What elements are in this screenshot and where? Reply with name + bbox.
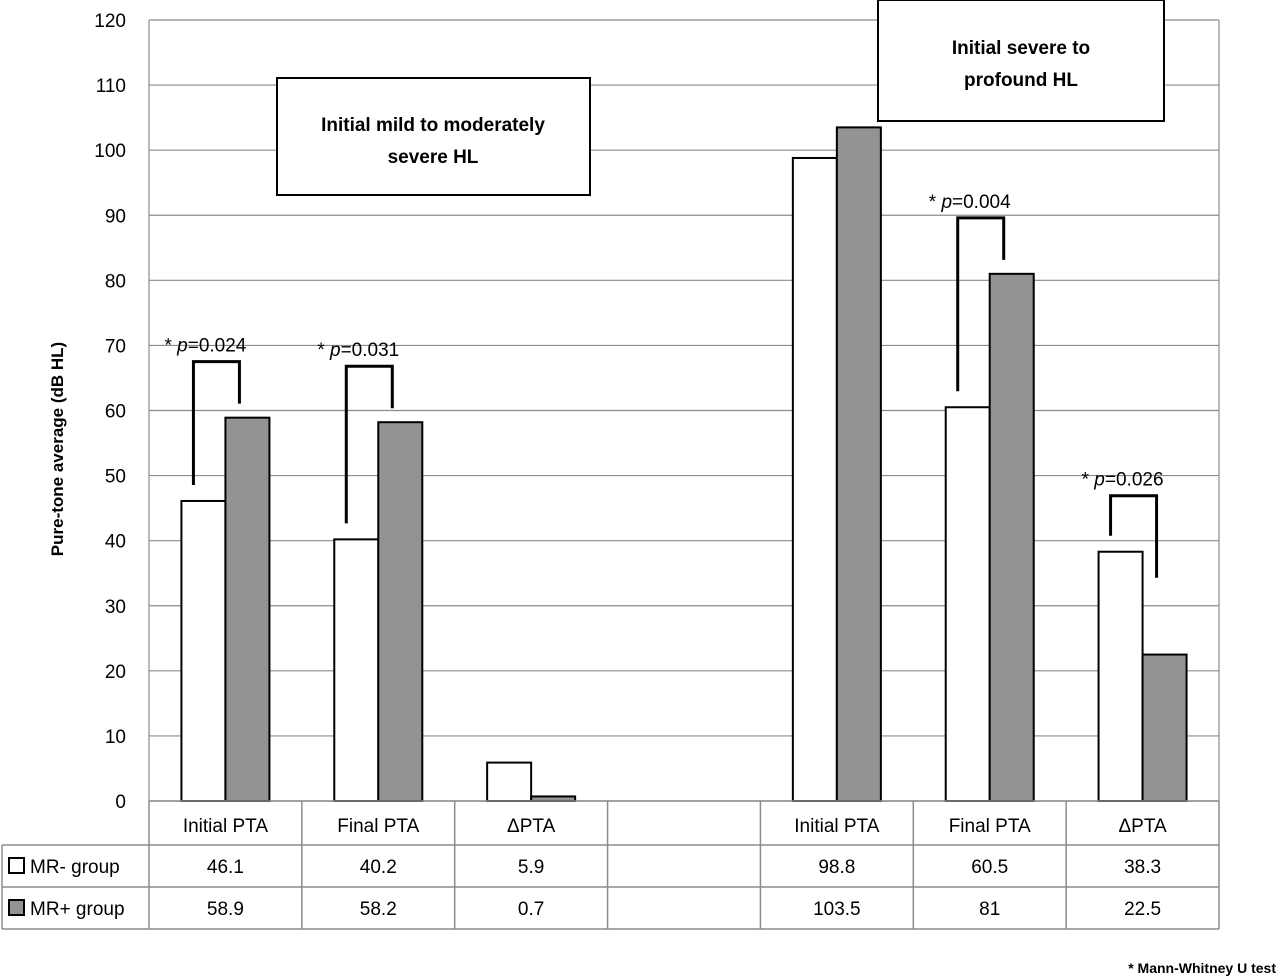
p-value-p: p bbox=[329, 340, 341, 361]
p-value-p: p bbox=[940, 192, 952, 213]
table-cell: 22.5 bbox=[1124, 899, 1161, 920]
y-tick-label: 100 bbox=[94, 141, 126, 162]
group-label-boxes: Initial mild to moderately severe HL Initi… bbox=[276, 0, 1165, 196]
bar-mr-minus bbox=[333, 538, 380, 802]
x-category-label: Initial PTA bbox=[183, 816, 269, 837]
y-tick-label: 60 bbox=[105, 402, 126, 423]
table-cell: 98.8 bbox=[818, 857, 855, 878]
p-value-star: * bbox=[317, 340, 330, 361]
table-row-label: MR- group bbox=[30, 857, 120, 878]
x-category-label: Final PTA bbox=[949, 816, 1031, 837]
p-value-number: =0.004 bbox=[952, 192, 1011, 213]
legend-swatch bbox=[8, 857, 25, 874]
y-tick-label: 90 bbox=[105, 206, 126, 227]
p-value-p: p bbox=[1093, 470, 1105, 491]
significance-bracket bbox=[344, 364, 394, 524]
table-cell: 103.5 bbox=[813, 899, 861, 920]
y-axis-title: Pure-tone average (dB HL) bbox=[48, 342, 67, 556]
p-value-label: * p=0.031 bbox=[317, 340, 399, 361]
bar-mr-minus bbox=[791, 156, 838, 802]
significance-bracket bbox=[191, 360, 241, 485]
p-value-number: =0.026 bbox=[1105, 470, 1164, 491]
p-value-number: =0.024 bbox=[188, 336, 247, 357]
p-value-label: * p=0.004 bbox=[929, 192, 1011, 213]
y-tick-label: 110 bbox=[96, 76, 126, 97]
p-value-star: * bbox=[1082, 470, 1095, 491]
footnote: * Mann-Whitney U test bbox=[1128, 960, 1276, 976]
y-tick-label: 40 bbox=[105, 532, 126, 553]
bar-mr-minus bbox=[486, 761, 533, 802]
group-label-line: profound HL bbox=[964, 70, 1078, 91]
group-label-box bbox=[276, 77, 591, 196]
data-table: Initial PTA Final PTA ΔPTA Initial PTA Final… bbox=[1, 800, 1220, 930]
p-value-star: * bbox=[929, 192, 942, 213]
y-tick-label: 0 bbox=[115, 792, 126, 813]
significance-bracket bbox=[1109, 494, 1159, 578]
p-value-label: * p=0.026 bbox=[1082, 470, 1164, 491]
bars bbox=[180, 126, 1188, 802]
bar-mr-plus bbox=[988, 272, 1035, 802]
p-value-number: =0.031 bbox=[341, 340, 400, 361]
x-category-label: Final PTA bbox=[337, 816, 419, 837]
y-tick-label: 80 bbox=[105, 271, 126, 292]
significance-annotations: * p=0.024 * p=0.031* p=0.004* p=0.026 bbox=[164, 192, 1164, 578]
table-cell: 81 bbox=[979, 899, 1000, 920]
table-cell: 40.2 bbox=[360, 857, 397, 878]
y-tick-label: 10 bbox=[105, 727, 126, 748]
significance-bracket bbox=[956, 216, 1006, 392]
legend-swatch bbox=[8, 899, 25, 916]
table-cell: 5.9 bbox=[518, 857, 544, 878]
table-cell: 0.7 bbox=[518, 899, 544, 920]
p-value-label: * p=0.024 bbox=[164, 336, 246, 357]
y-axis-ticks: 0 10 20 30 40 50 60 70 80 90 100 110 120 bbox=[94, 11, 126, 813]
p-value-star: * bbox=[164, 336, 177, 357]
x-category-label: Initial PTA bbox=[794, 816, 880, 837]
x-category-label: ΔPTA bbox=[1118, 816, 1167, 837]
table-cell: 46.1 bbox=[207, 857, 244, 878]
group-label-line: Initial severe to bbox=[952, 38, 1090, 59]
table-cell: 60.5 bbox=[971, 857, 1008, 878]
table-cell: 38.3 bbox=[1124, 857, 1161, 878]
y-tick-label: 20 bbox=[105, 662, 126, 683]
group-label-line: Initial mild to moderately bbox=[321, 115, 545, 136]
bar-mr-plus bbox=[224, 416, 271, 802]
table-cell: 58.2 bbox=[360, 899, 397, 920]
y-tick-label: 120 bbox=[94, 11, 126, 32]
group-label-line: severe HL bbox=[388, 147, 479, 168]
y-tick-label: 70 bbox=[105, 336, 126, 357]
bar-mr-plus bbox=[377, 421, 424, 802]
bar-mr-minus bbox=[1097, 550, 1144, 802]
bar-mr-minus bbox=[944, 406, 991, 802]
x-category-label: ΔPTA bbox=[507, 816, 556, 837]
y-tick-label: 50 bbox=[105, 467, 126, 488]
table-row-label: MR+ group bbox=[30, 899, 125, 920]
p-value-p: p bbox=[176, 336, 188, 357]
group-label-box bbox=[877, 0, 1165, 122]
bar-mr-plus bbox=[1141, 653, 1188, 802]
bar-mr-plus bbox=[835, 126, 882, 802]
bar-mr-minus bbox=[180, 499, 227, 802]
table-cell: 58.9 bbox=[207, 899, 244, 920]
y-tick-label: 30 bbox=[105, 597, 126, 618]
